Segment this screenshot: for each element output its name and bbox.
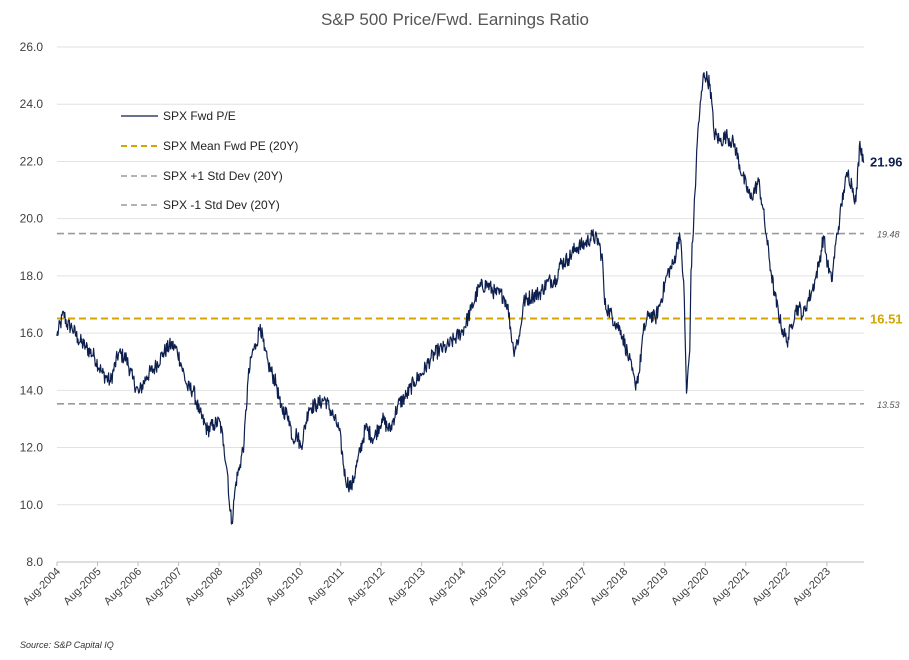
legend-label: SPX -1 Std Dev (20Y) xyxy=(163,198,280,212)
x-tick-label: Aug-2009 xyxy=(223,566,265,608)
lower-std-label: 13.53 xyxy=(877,400,900,410)
y-tick-label: 22.0 xyxy=(20,154,44,168)
x-tick-label: Aug-2008 xyxy=(183,566,225,608)
legend-label: SPX +1 Std Dev (20Y) xyxy=(163,169,283,183)
x-tick-label: Aug-2012 xyxy=(345,566,387,608)
x-tick-label: Aug-2018 xyxy=(588,566,630,608)
series-layer xyxy=(56,71,865,525)
y-tick-label: 26.0 xyxy=(20,40,44,54)
y-tick-label: 20.0 xyxy=(20,212,44,226)
axes: 8.0 10.0 12.0 14.0 16.0 18.0 20.0 22.0 24.0 26.0 A… xyxy=(20,40,864,608)
x-tick-label: Aug-2015 xyxy=(467,566,509,608)
annotations: 21.96 16.51 19.48 13.53 xyxy=(870,155,903,410)
y-tick-label: 10.0 xyxy=(20,498,44,512)
legend-label: SPX Mean Fwd PE (20Y) xyxy=(163,139,298,153)
series-line-spx-fwd-pe xyxy=(56,71,865,525)
upper-std-label: 19.48 xyxy=(877,230,900,240)
y-tick-label: 24.0 xyxy=(20,97,44,111)
chart-title: S&P 500 Price/Fwd. Earnings Ratio xyxy=(321,10,589,29)
x-tick-label: Aug-2016 xyxy=(507,566,549,608)
x-tick-label: Aug-2023 xyxy=(791,566,833,608)
x-tick-label: Aug-2021 xyxy=(710,566,752,608)
y-tick-label: 18.0 xyxy=(20,269,44,283)
x-tick-label: Aug-2019 xyxy=(629,566,671,608)
x-tick-label: Aug-2020 xyxy=(669,566,711,608)
x-tick-label: Aug-2013 xyxy=(386,566,428,608)
x-tick-label: Aug-2006 xyxy=(102,566,144,608)
x-tick-label: Aug-2022 xyxy=(750,566,792,608)
x-tick-label: Aug-2010 xyxy=(264,566,306,608)
x-tick-label: Aug-2011 xyxy=(305,566,347,608)
reference-lines xyxy=(57,232,864,405)
x-tick-label: Aug-2004 xyxy=(21,566,63,608)
x-tick-label: Aug-2005 xyxy=(61,566,103,608)
gridlines xyxy=(57,46,864,563)
y-tick-label: 14.0 xyxy=(20,383,44,397)
x-tick-label: Aug-2007 xyxy=(142,566,184,608)
legend: SPX Fwd P/E SPX Mean Fwd PE (20Y) SPX +1 S… xyxy=(121,109,298,212)
mean-value-label: 16.51 xyxy=(870,312,903,327)
last-value-label: 21.96 xyxy=(870,155,903,170)
y-tick-label: 16.0 xyxy=(20,326,44,340)
legend-label: SPX Fwd P/E xyxy=(163,109,236,123)
y-tick-label: 12.0 xyxy=(20,441,44,455)
y-tick-label: 8.0 xyxy=(26,555,43,569)
x-tick-label: Aug-2017 xyxy=(548,566,590,608)
x-tick-label: Aug-2014 xyxy=(426,566,468,608)
source-note: Source: S&P Capital IQ xyxy=(20,640,114,650)
